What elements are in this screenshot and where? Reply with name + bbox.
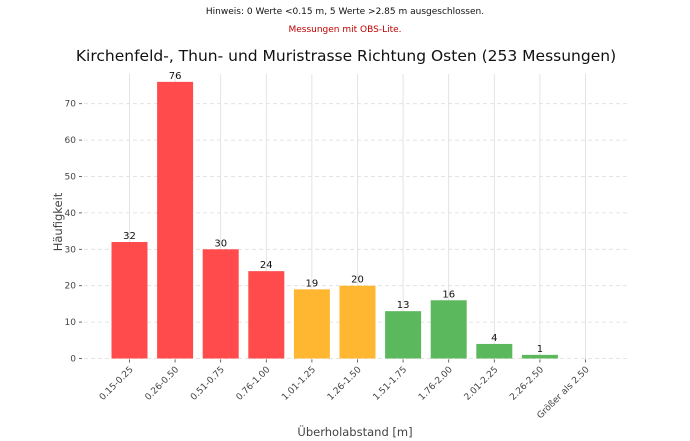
- x-tick-label: 1.51-1.75: [372, 365, 410, 403]
- data-label: 13: [397, 300, 410, 311]
- data-label: 16: [442, 289, 455, 300]
- x-tick-label: 0.26-0.50: [144, 365, 182, 403]
- y-axis-label: Häufigkeit: [51, 192, 65, 251]
- y-tick-label: 20: [65, 282, 77, 292]
- data-label: 76: [169, 71, 182, 82]
- x-tick-label: 0.15-0.25: [98, 365, 136, 403]
- x-tick-label: 0.76-1.00: [235, 365, 273, 403]
- bar-1.51-1.75: [385, 311, 422, 359]
- bar-0.76-1.00: [248, 271, 285, 359]
- y-tick-label: 0: [70, 355, 76, 365]
- obs-note: Messungen mit OBS-Lite.: [288, 25, 402, 35]
- bars: [111, 81, 558, 359]
- data-label: 1: [537, 344, 543, 355]
- x-tick-label: 1.76-2.00: [417, 365, 455, 403]
- y-tick-label: 70: [65, 100, 77, 110]
- data-labels: 32 76 30 24 19 20 13 16 4 1: [123, 71, 543, 355]
- x-tick-label: 1.01-1.25: [280, 365, 318, 403]
- bar-1.26-1.50: [339, 285, 376, 359]
- data-label: 32: [123, 231, 136, 242]
- y-tick-label: 30: [65, 245, 77, 255]
- y-tick-label: 60: [65, 136, 77, 146]
- bar-0.51-0.75: [202, 249, 239, 359]
- y-tick-label: 40: [65, 209, 77, 219]
- x-tick-label: 2.26-2.50: [508, 365, 546, 403]
- bar-0.26-0.50: [157, 81, 194, 359]
- y-tick-label: 10: [65, 318, 77, 328]
- data-label: 19: [306, 278, 319, 289]
- data-label: 20: [351, 275, 364, 286]
- x-tick-label: 2.01-2.25: [463, 365, 501, 403]
- x-tick-label: 1.26-1.50: [326, 365, 364, 403]
- bar-2.26-2.50: [521, 354, 558, 359]
- bar-2.01-2.25: [476, 343, 513, 359]
- exclusion-note: Hinweis: 0 Werte <0.15 m, 5 Werte >2.85 …: [205, 7, 485, 17]
- bar-1.01-1.25: [293, 289, 330, 359]
- y-axis-ticks: 0 10 20 30 40 50 60 70: [65, 100, 82, 365]
- x-tick-label: 0.51-0.75: [189, 365, 227, 403]
- x-axis-label: Überholabstand [m]: [297, 423, 412, 439]
- data-label: 30: [214, 238, 227, 249]
- data-label: 4: [491, 333, 497, 344]
- bar-0.15-0.25: [111, 242, 148, 359]
- y-tick-label: 50: [65, 173, 77, 183]
- chart-title: Kirchenfeld-, Thun- und Muristrasse Rich…: [76, 47, 616, 65]
- data-label: 24: [260, 260, 273, 271]
- x-axis-ticks: 0.15-0.25 0.26-0.50 0.51-0.75 0.76-1.00 1.01…: [98, 359, 592, 421]
- bar-1.76-2.00: [430, 300, 467, 359]
